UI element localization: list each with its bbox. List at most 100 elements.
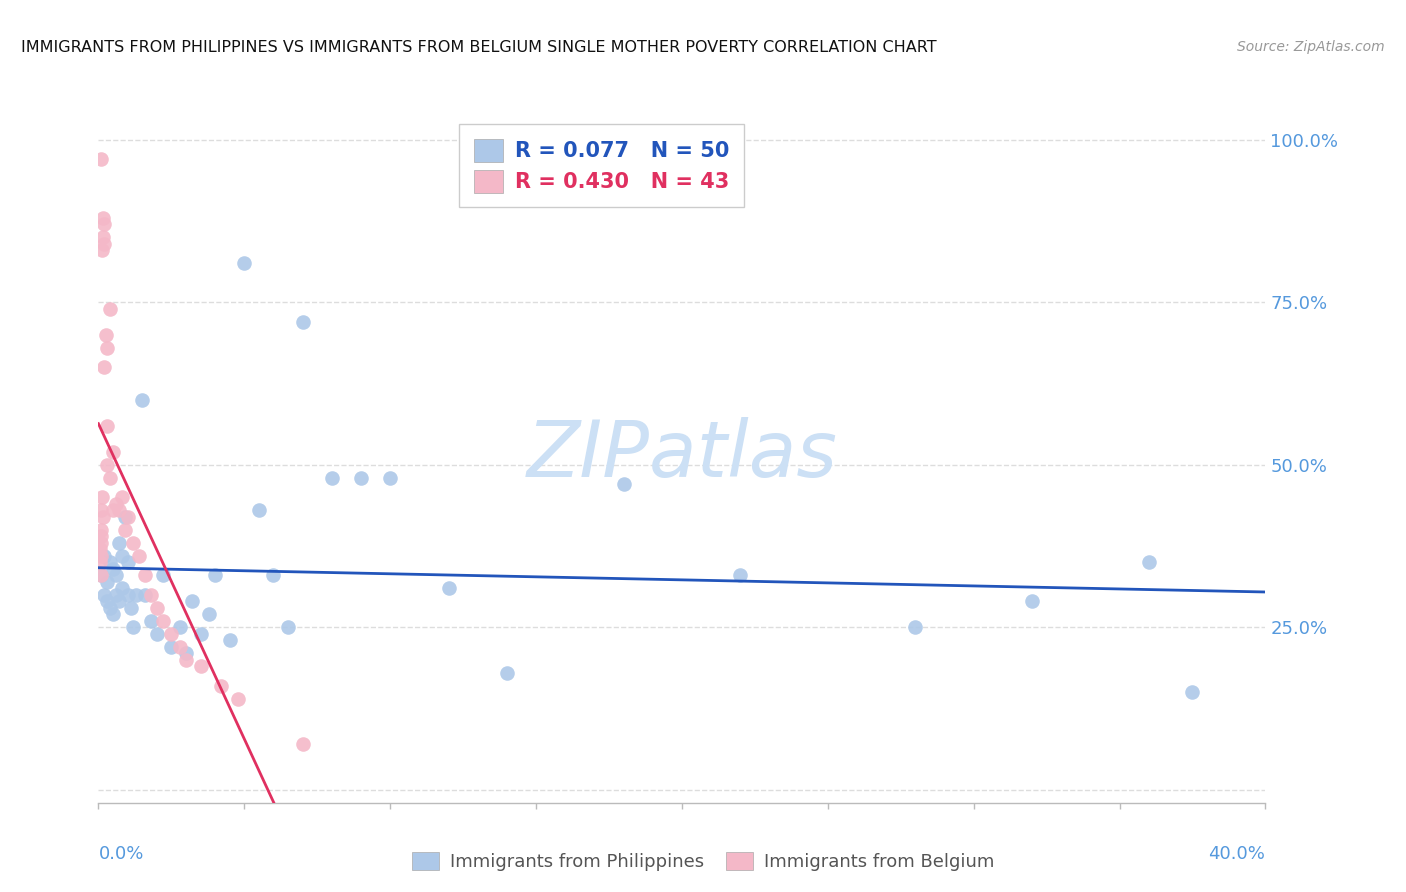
Point	[117, 509, 139, 524]
Point	[93, 588, 115, 602]
Point	[125, 588, 148, 602]
Point	[174, 653, 197, 667]
Point	[96, 418, 118, 433]
Point	[1021, 594, 1043, 608]
Point	[139, 588, 162, 602]
Point	[90, 568, 112, 582]
Point	[122, 620, 145, 634]
Point	[204, 568, 226, 582]
Text: IMMIGRANTS FROM PHILIPPINES VS IMMIGRANTS FROM BELGIUM SINGLE MOTHER POVERTY COR: IMMIGRANTS FROM PHILIPPINES VS IMMIGRANT…	[21, 40, 936, 55]
Point	[146, 600, 169, 615]
Point	[93, 549, 115, 563]
Point	[93, 217, 115, 231]
Point	[139, 614, 162, 628]
Point	[128, 549, 150, 563]
Point	[90, 503, 112, 517]
Point	[291, 737, 314, 751]
Point	[380, 471, 402, 485]
Point	[131, 392, 153, 407]
Point	[98, 600, 121, 615]
Point	[101, 503, 124, 517]
Point	[134, 588, 156, 602]
Point	[101, 562, 124, 576]
Point	[111, 549, 134, 563]
Point	[152, 568, 174, 582]
Point	[93, 236, 115, 251]
Point	[277, 620, 299, 634]
Point	[96, 574, 118, 589]
Text: 40.0%: 40.0%	[1209, 845, 1265, 863]
Point	[90, 549, 112, 563]
Point	[117, 555, 139, 569]
Text: Source: ZipAtlas.com: Source: ZipAtlas.com	[1237, 40, 1385, 54]
Point	[93, 360, 115, 375]
Point	[233, 256, 256, 270]
Legend: Immigrants from Philippines, Immigrants from Belgium: Immigrants from Philippines, Immigrants …	[405, 845, 1001, 879]
Point	[90, 490, 112, 504]
Point	[120, 600, 142, 615]
Point	[108, 503, 131, 517]
Point	[169, 640, 191, 654]
Point	[96, 594, 118, 608]
Point	[90, 535, 112, 549]
Point	[114, 523, 136, 537]
Point	[91, 230, 114, 244]
Point	[89, 542, 111, 557]
Point	[437, 581, 460, 595]
Point	[247, 503, 270, 517]
Point	[101, 444, 124, 458]
Point	[117, 588, 139, 602]
Point	[218, 633, 240, 648]
Point	[262, 568, 284, 582]
Point	[321, 471, 343, 485]
Point	[91, 243, 114, 257]
Point	[209, 679, 232, 693]
Point	[160, 626, 183, 640]
Point	[190, 626, 212, 640]
Point	[190, 659, 212, 673]
Point	[198, 607, 221, 622]
Point	[96, 458, 118, 472]
Point	[108, 594, 131, 608]
Point	[350, 471, 373, 485]
Point	[90, 152, 112, 166]
Point	[1181, 685, 1204, 699]
Point	[101, 607, 124, 622]
Point	[90, 523, 112, 537]
Point	[122, 535, 145, 549]
Point	[114, 509, 136, 524]
Point	[96, 341, 118, 355]
Point	[160, 640, 183, 654]
Point	[1137, 555, 1160, 569]
Point	[89, 555, 111, 569]
Point	[111, 490, 134, 504]
Point	[291, 315, 314, 329]
Point	[152, 614, 174, 628]
Point	[174, 646, 197, 660]
Text: 0.0%: 0.0%	[98, 845, 143, 863]
Point	[180, 594, 202, 608]
Point	[98, 301, 121, 316]
Point	[146, 626, 169, 640]
Point	[104, 588, 127, 602]
Point	[91, 509, 114, 524]
Point	[496, 665, 519, 680]
Legend: R = 0.077   N = 50, R = 0.430   N = 43: R = 0.077 N = 50, R = 0.430 N = 43	[458, 124, 744, 207]
Point	[730, 568, 752, 582]
Point	[904, 620, 927, 634]
Point	[108, 535, 131, 549]
Point	[98, 555, 121, 569]
Point	[91, 211, 114, 225]
Point	[104, 568, 127, 582]
Text: ZIPatlas: ZIPatlas	[526, 417, 838, 493]
Point	[90, 568, 112, 582]
Point	[90, 529, 112, 543]
Point	[169, 620, 191, 634]
Point	[104, 497, 127, 511]
Point	[612, 477, 634, 491]
Point	[111, 581, 134, 595]
Point	[134, 568, 156, 582]
Point	[228, 691, 250, 706]
Point	[98, 471, 121, 485]
Point	[94, 327, 117, 342]
